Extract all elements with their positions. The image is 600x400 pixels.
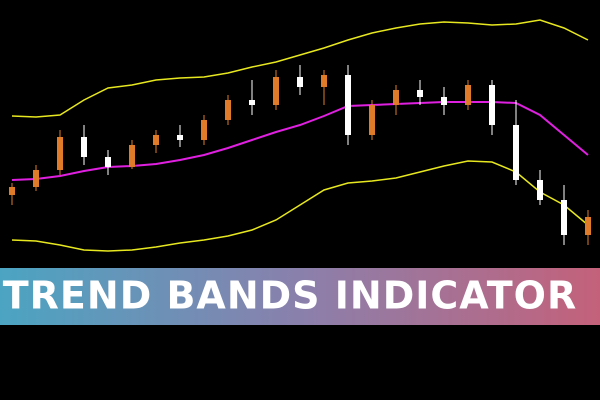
candle-body bbox=[393, 90, 399, 105]
candle-body bbox=[105, 157, 111, 167]
candle-body bbox=[273, 77, 279, 105]
candle-body bbox=[225, 100, 231, 120]
candle-body bbox=[369, 105, 375, 135]
candle-body bbox=[81, 137, 87, 157]
candle-body bbox=[441, 97, 447, 105]
candle-body bbox=[153, 135, 159, 145]
chart-title: TREND BANDS INDICATOR bbox=[3, 274, 578, 318]
candle-body bbox=[297, 77, 303, 87]
band-line bbox=[11, 19, 589, 118]
candle-body bbox=[417, 90, 423, 97]
candle-body bbox=[321, 75, 327, 87]
candle-body bbox=[345, 75, 351, 135]
candle-body bbox=[465, 85, 471, 105]
candle-body bbox=[9, 187, 15, 195]
candle-body bbox=[513, 125, 519, 180]
band-line bbox=[11, 160, 589, 252]
candle-body bbox=[249, 100, 255, 105]
candle-body bbox=[489, 85, 495, 125]
candle-body bbox=[129, 145, 135, 167]
candle-body bbox=[33, 170, 39, 187]
candle-body bbox=[177, 135, 183, 140]
candle-body bbox=[201, 120, 207, 140]
plot-area bbox=[9, 19, 591, 252]
candle-body bbox=[561, 200, 567, 235]
banner bbox=[0, 268, 600, 325]
candle-body bbox=[537, 180, 543, 200]
candle-body bbox=[585, 217, 591, 235]
candle-body bbox=[57, 137, 63, 170]
